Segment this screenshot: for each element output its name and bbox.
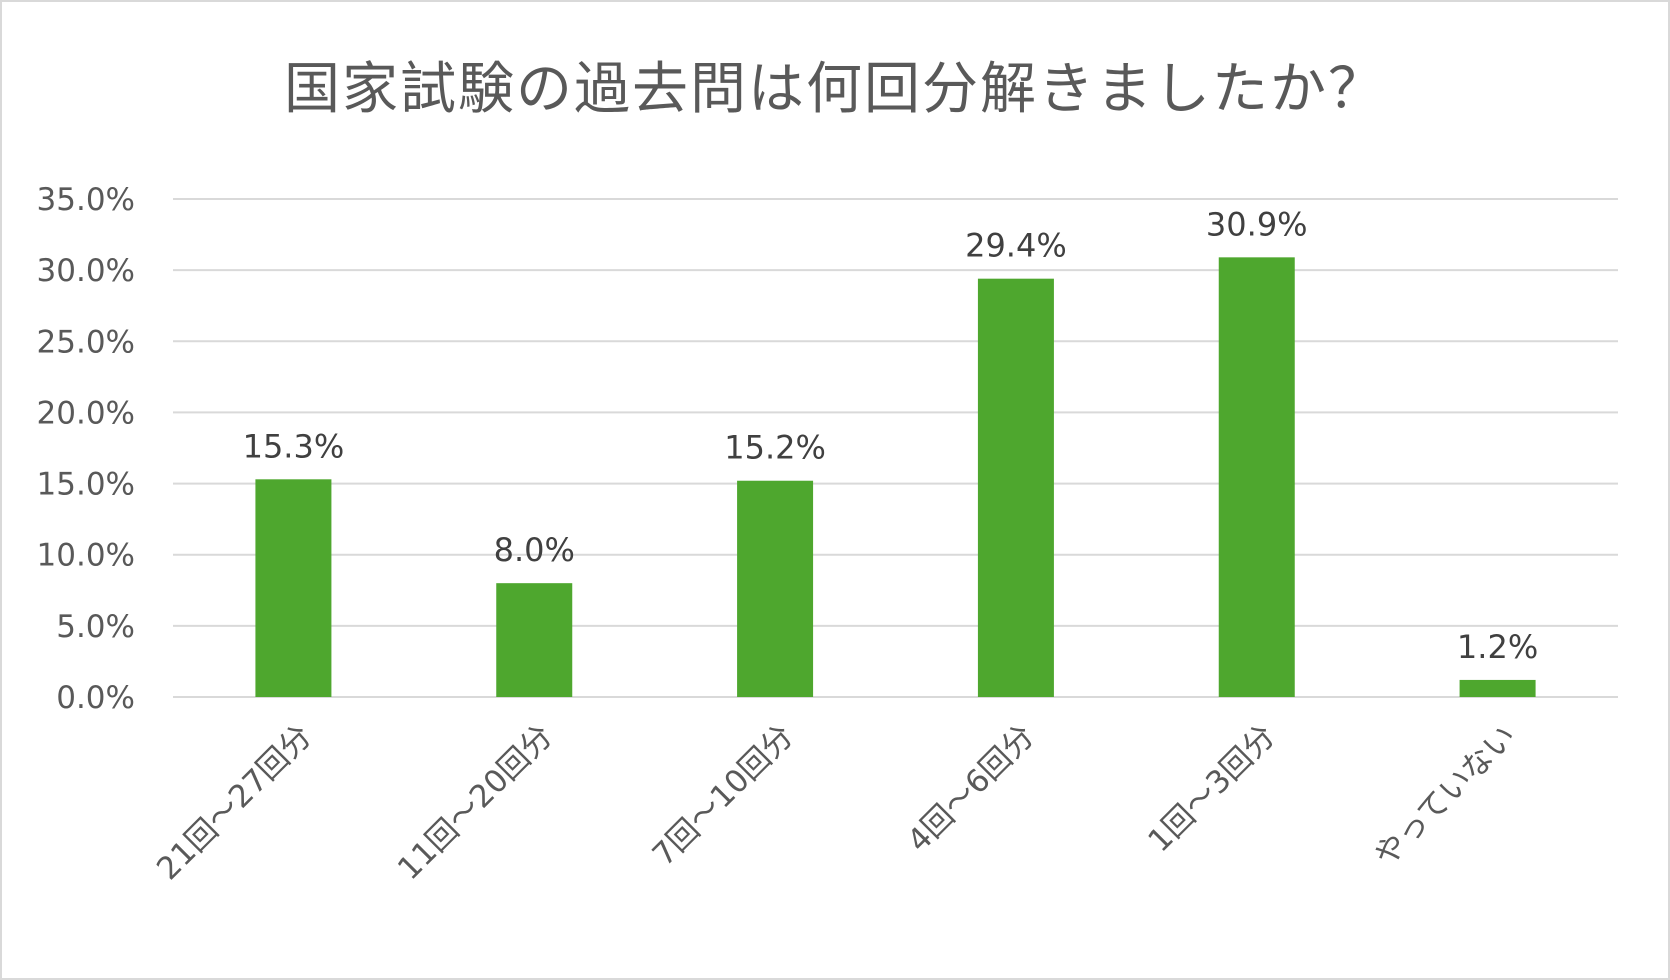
y-tick-label: 20.0% <box>37 395 135 431</box>
bar <box>496 583 573 697</box>
y-tick-label: 35.0% <box>37 182 135 218</box>
y-tick-label: 0.0% <box>56 680 135 716</box>
bar <box>977 278 1054 697</box>
y-tick-label: 25.0% <box>37 324 135 360</box>
data-label: 1.2% <box>1457 628 1538 666</box>
x-tick-label: 21回～27回分 <box>150 718 319 887</box>
y-tick-label: 30.0% <box>37 253 135 289</box>
bars <box>255 257 1536 697</box>
data-labels: 15.3% 8.0% 15.2% 29.4% 30.9% 1.2% <box>243 205 1539 666</box>
data-label: 30.9% <box>1206 205 1308 243</box>
bar <box>1459 679 1536 697</box>
x-tick-label: 1回～3回分 <box>1141 718 1282 859</box>
data-label: 8.0% <box>494 531 575 569</box>
bar <box>255 479 332 697</box>
y-tick-label: 10.0% <box>37 538 135 574</box>
x-tick-label: やっていない <box>1367 718 1523 874</box>
data-label: 15.2% <box>724 429 826 467</box>
y-tick-label: 5.0% <box>56 609 135 645</box>
x-tick-label: 7回～10回分 <box>646 718 801 873</box>
y-tick-label: 15.0% <box>37 467 135 503</box>
x-axis-ticks: 21回～27回分 11回～20回分 7回～10回分 4回～6回分 1回～3回分 やっていな… <box>150 718 1523 887</box>
y-axis-ticks: 0.0% 5.0% 10.0% 15.0% 20.0% 25.0% 30.0% 35.0% <box>37 182 135 716</box>
x-tick-label: 11回～20回分 <box>391 718 560 887</box>
bar <box>737 480 814 697</box>
chart-title: 国家試験の過去問は何回分解きましたか？ <box>284 57 1386 122</box>
data-label: 29.4% <box>965 227 1067 265</box>
gridlines <box>173 198 1618 698</box>
bar <box>1218 257 1295 697</box>
x-tick-label: 4回～6回分 <box>901 718 1042 859</box>
data-label: 15.3% <box>243 427 345 465</box>
